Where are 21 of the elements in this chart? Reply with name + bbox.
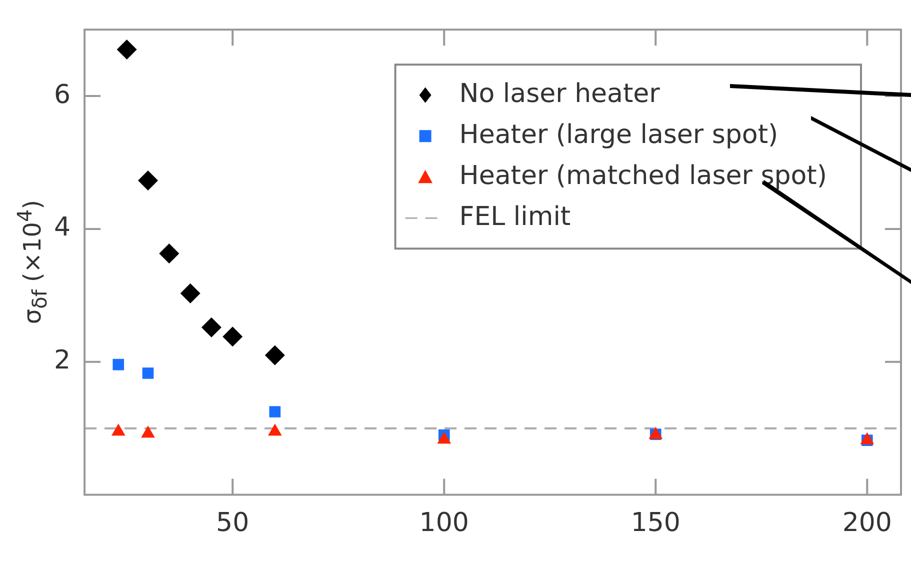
y-tick-label: 2 [54,346,71,376]
point [112,358,124,370]
legend-label: Heater (matched laser spot) [459,160,828,191]
point [201,317,222,338]
y-tick-label: 4 [54,212,71,243]
legend-label: FEL limit [459,202,571,232]
point [264,345,285,366]
point [269,406,281,418]
x-tick-label: 200 [842,508,892,538]
point [222,326,243,347]
point [180,283,200,304]
x-tick-label: 150 [630,508,680,538]
point [142,368,154,379]
legend-label: Heater (large laser spot) [459,120,778,150]
point [138,170,158,190]
x-tick-label: 100 [419,508,469,538]
y-tick-label: 6 [54,80,71,110]
point [116,40,137,60]
x-tick-label: 50 [216,508,250,538]
point [159,244,180,264]
legend-label: No laser heater [459,78,660,109]
